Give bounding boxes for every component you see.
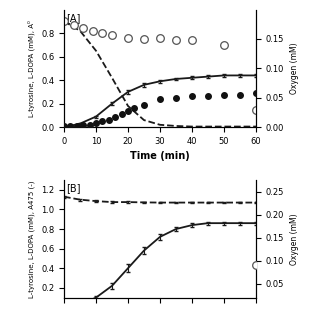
Y-axis label: Oxygen (mM): Oxygen (mM) [290,43,299,94]
Y-axis label: L-tyrosine, L-DOPA (mM), A475 (-): L-tyrosine, L-DOPA (mM), A475 (-) [29,180,36,298]
Y-axis label: Oxygen (mM): Oxygen (mM) [290,213,299,265]
Y-axis label: L-tyrosine, L-DOPA (mM), A⁰: L-tyrosine, L-DOPA (mM), A⁰ [28,20,36,117]
Text: [B]: [B] [66,184,80,194]
X-axis label: Time (min): Time (min) [130,151,190,161]
Text: [A]: [A] [66,13,80,23]
